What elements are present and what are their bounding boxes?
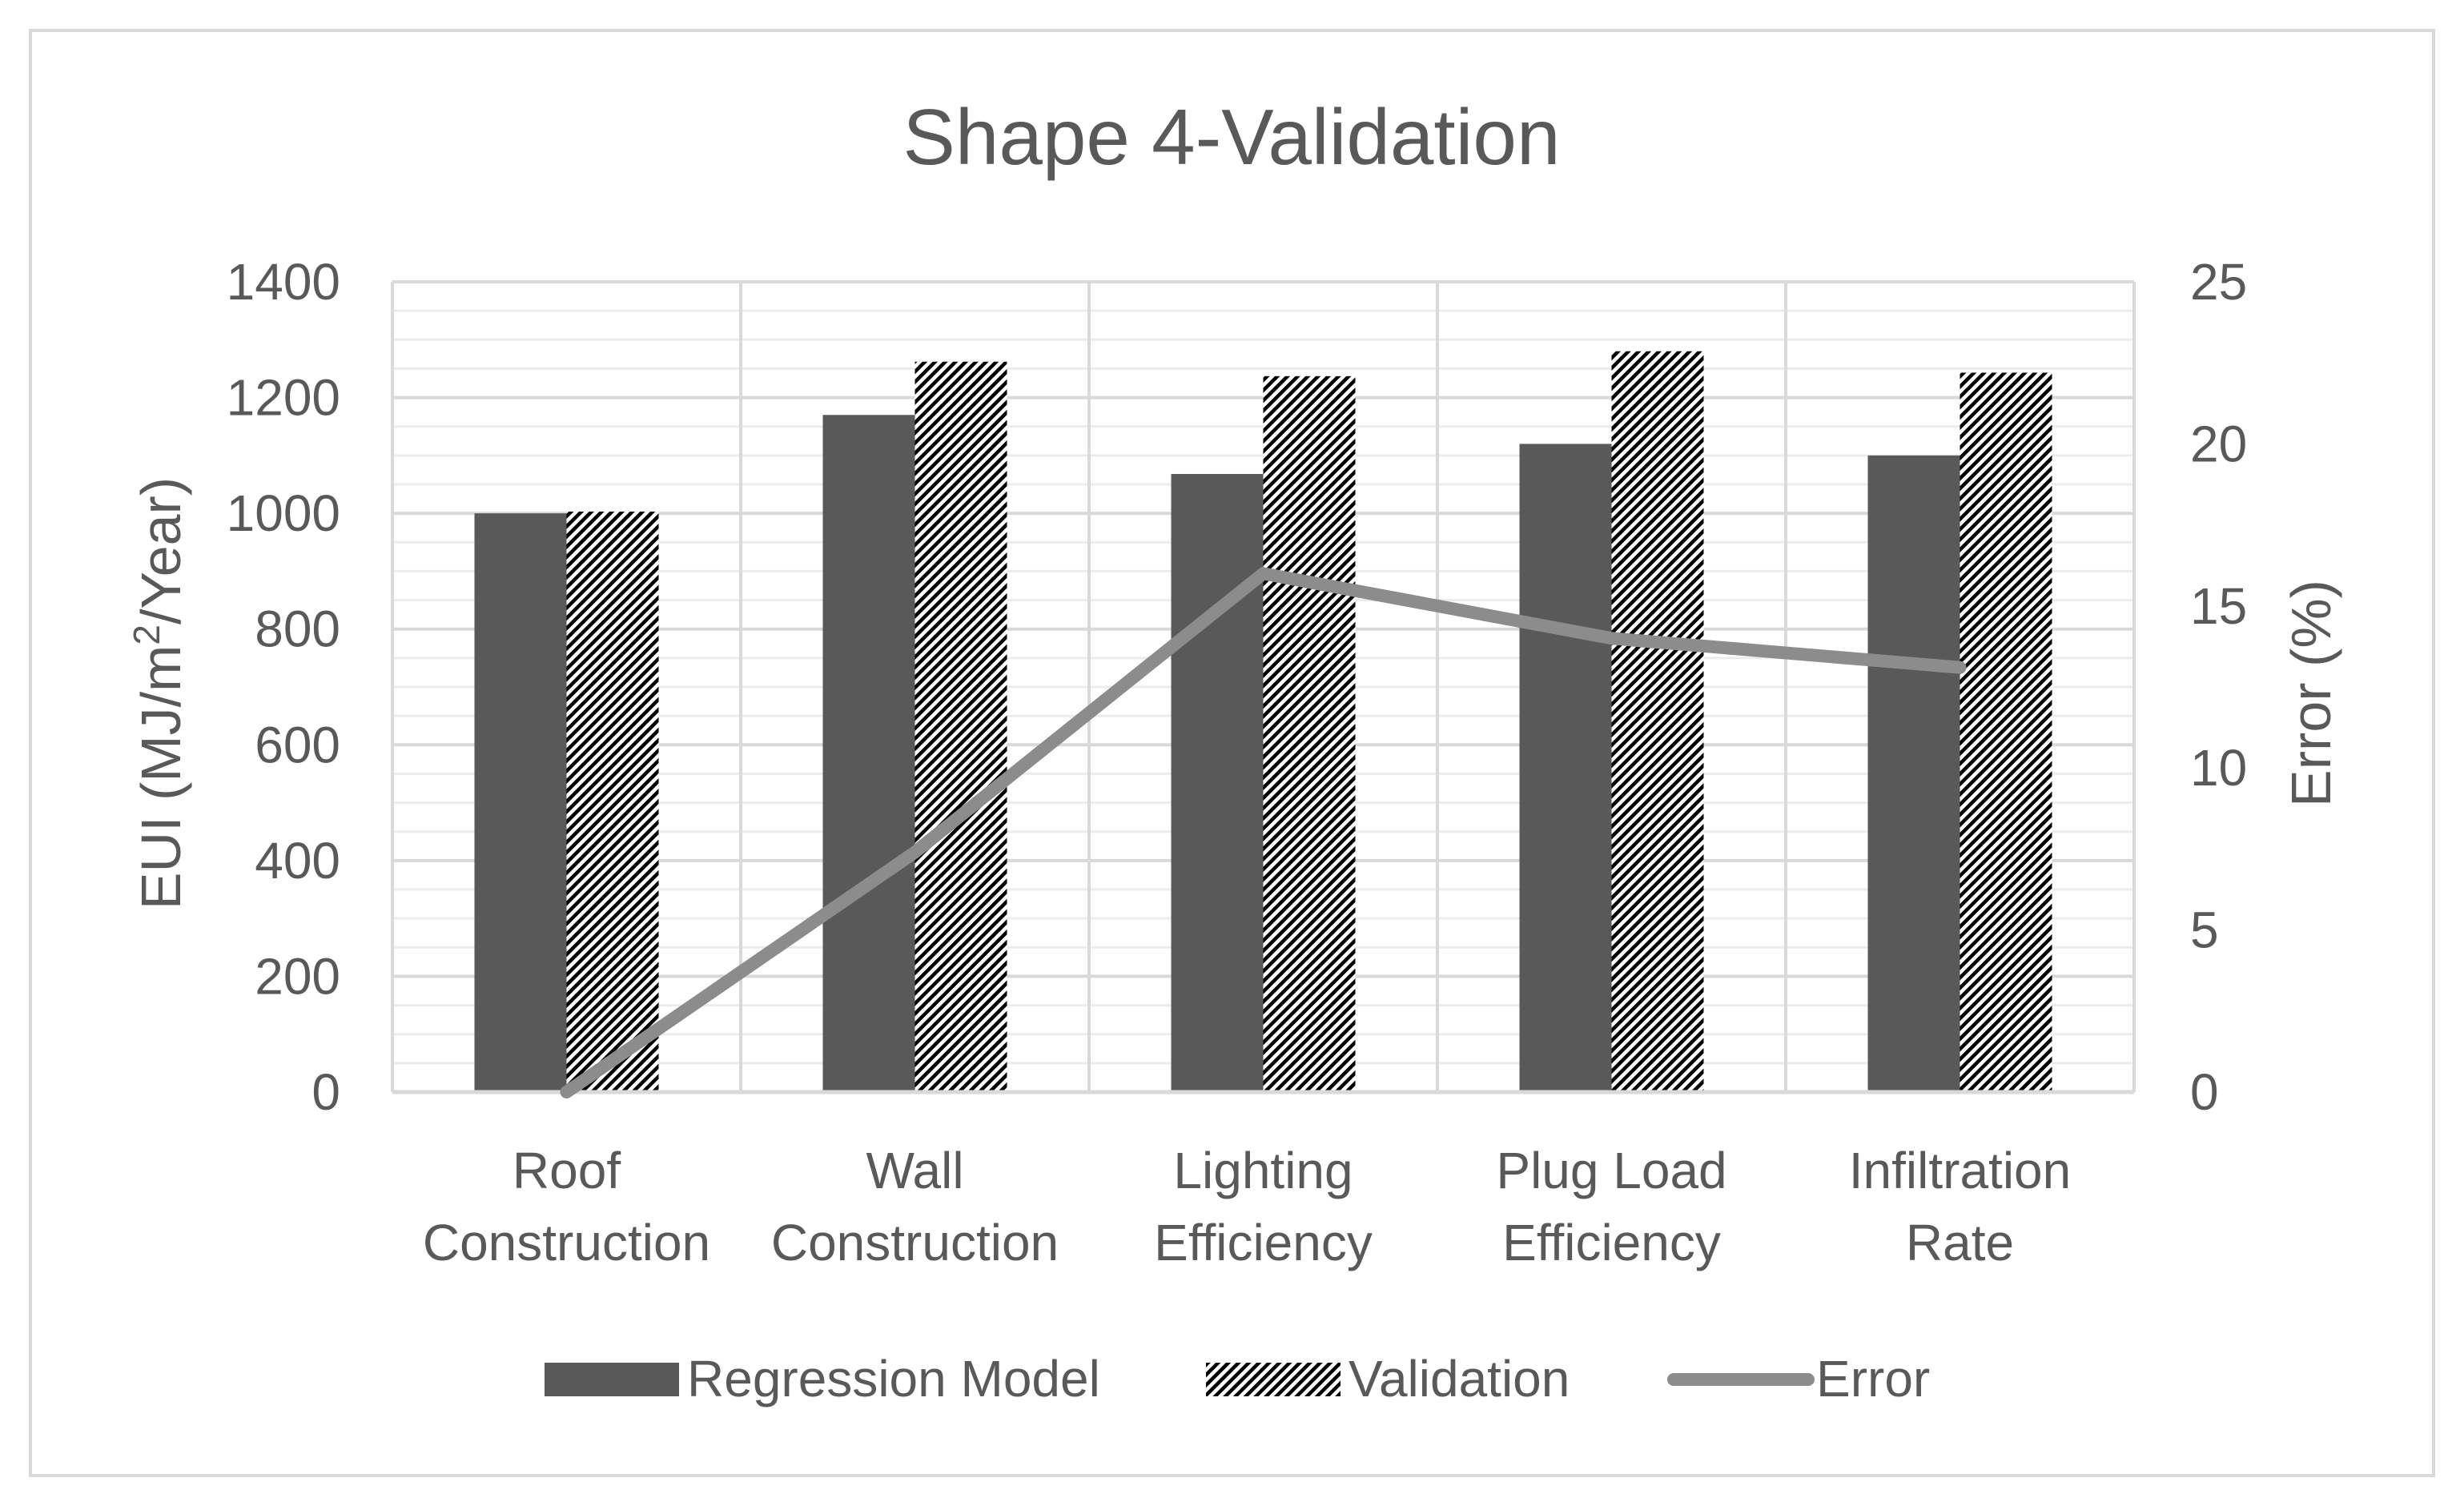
bar-regression-model <box>1519 444 1612 1092</box>
legend-label-validation: Validation <box>1349 1350 1570 1408</box>
bar-validation <box>1960 372 2052 1092</box>
x-tick-label: Efficiency <box>1502 1214 1721 1271</box>
legend-item-regression-model: Regression Model <box>545 1350 1100 1408</box>
bar-regression-model <box>822 415 915 1092</box>
plot-area <box>391 280 2136 1098</box>
y2-tick-label: 20 <box>2190 415 2247 472</box>
y-axis-title-suffix: /Year) <box>130 477 192 624</box>
legend-swatch-regression-model <box>545 1363 679 1396</box>
error-line <box>560 567 1967 1098</box>
y-tick-label: 200 <box>255 947 340 1005</box>
y-tick-label: 1000 <box>227 484 340 542</box>
y2-tick-label: 25 <box>2190 253 2247 311</box>
bar-regression-model <box>474 513 567 1092</box>
x-tick-label: Roof <box>512 1142 621 1199</box>
y2-tick-label: 5 <box>2190 902 2219 959</box>
y-tick-label: 0 <box>312 1063 340 1121</box>
x-axis-labels: Roof Construction Wall Construction Lighting… <box>423 1142 2071 1271</box>
y-tick-label: 800 <box>255 600 340 658</box>
bar-validation <box>1263 375 1356 1093</box>
legend-item-validation: Validation <box>1206 1350 1570 1408</box>
legend-label-regression-model: Regression Model <box>687 1350 1100 1408</box>
bar-validation <box>1611 351 1704 1092</box>
x-tick-label: Efficiency <box>1154 1214 1373 1271</box>
legend-label-error: Error <box>1816 1350 1930 1408</box>
error-line-series <box>560 567 1967 1098</box>
x-tick-label: Plug Load <box>1496 1142 1726 1199</box>
bar-validation <box>566 511 659 1092</box>
y-axis-title-superscript: 2 <box>126 624 167 645</box>
bar-regression-model <box>1867 455 1960 1092</box>
x-tick-label: Wall <box>866 1142 963 1199</box>
legend-swatch-validation <box>1206 1363 1341 1396</box>
y2-tick-label: 15 <box>2190 577 2247 635</box>
y-tick-label: 1400 <box>227 253 340 311</box>
x-tick-label: Construction <box>771 1214 1059 1271</box>
bar-regression-model <box>1171 473 1264 1092</box>
y-axis-ticks: 0 200 400 600 800 1000 1200 1400 <box>227 253 340 1121</box>
chart-title: Shape 4-Validation <box>903 93 1561 181</box>
y-tick-label: 1200 <box>227 369 340 427</box>
x-tick-label: Construction <box>423 1214 710 1271</box>
y2-axis-ticks: 0 5 10 15 20 25 <box>2190 253 2247 1121</box>
x-tick-label: Rate <box>1906 1214 2014 1271</box>
x-tick-label: Infiltration <box>1849 1142 2071 1199</box>
y2-axis-title: Error (%) <box>2280 580 2342 807</box>
y-tick-label: 600 <box>255 716 340 773</box>
y-axis-title-text: EUI (MJ/m <box>130 645 192 910</box>
y2-tick-label: 0 <box>2190 1063 2219 1121</box>
y-axis-title: EUI (MJ/m2/Year) <box>126 477 192 910</box>
bar-validation <box>914 361 1007 1092</box>
y2-tick-label: 10 <box>2190 739 2247 797</box>
x-tick-label: Lighting <box>1173 1142 1353 1199</box>
legend: Regression Model Validation Error <box>545 1350 1930 1408</box>
legend-item-error: Error <box>1667 1350 1930 1408</box>
y-tick-label: 400 <box>255 832 340 890</box>
bars <box>474 351 2052 1093</box>
